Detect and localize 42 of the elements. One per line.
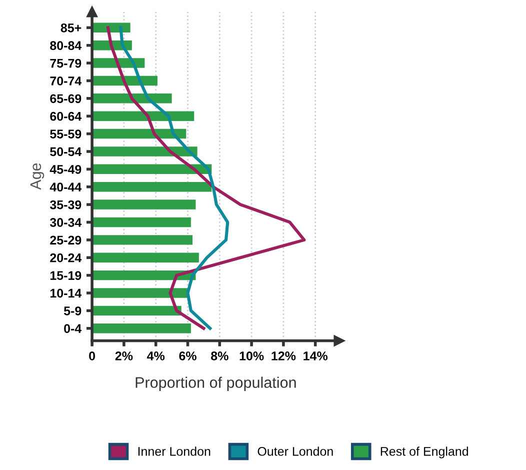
- y-tick-label: 50-54: [50, 147, 82, 156]
- y-tick-label: 10-14: [50, 288, 82, 298]
- x-tick-label: 8%: [211, 351, 228, 360]
- bar: [92, 217, 191, 228]
- y-tick-label: 20-24: [50, 253, 82, 262]
- x-tick-label: 0: [89, 351, 96, 360]
- bar: [92, 182, 212, 192]
- bar: [92, 306, 182, 316]
- bar: [92, 94, 172, 104]
- bar: [92, 111, 194, 121]
- bar: [92, 288, 188, 298]
- y-tick-label: 65-69: [50, 94, 82, 104]
- y-tick-label: 25-29: [50, 236, 82, 245]
- y-tick-label: 60-64: [50, 112, 82, 121]
- y-tick-label: 80-84: [50, 41, 82, 50]
- x-axis-title: Proportion of population: [136, 376, 296, 391]
- bar: [92, 146, 198, 156]
- y-tick-label: 40-44: [50, 182, 82, 192]
- bar: [92, 324, 191, 334]
- x-tick-label: 2%: [115, 351, 133, 360]
- bar: [92, 200, 196, 210]
- y-tick-label: 70-74: [50, 76, 82, 86]
- y-tick-label: 15-19: [50, 271, 82, 280]
- x-tick-label: 12%: [272, 351, 296, 360]
- y-tick-label: 75-79: [50, 58, 82, 68]
- x-tick-label: 6%: [179, 351, 196, 360]
- x-tick-label: 14%: [304, 352, 328, 360]
- x-tick-label: 10%: [240, 351, 264, 360]
- y-tick-label: 85+: [60, 23, 82, 32]
- legend-label: Rest of England: [380, 446, 468, 458]
- y-tick-label: 55-59: [50, 130, 82, 138]
- y-axis-title: Age: [30, 163, 44, 190]
- bar: [92, 235, 193, 245]
- bar: [92, 252, 199, 262]
- y-tick-label: 5-9: [64, 306, 82, 316]
- y-tick-label: 30-34: [50, 218, 82, 227]
- legend-label: Inner London: [138, 446, 210, 456]
- y-tick-label: 45-49: [50, 164, 82, 174]
- y-tick-label: 0-4: [64, 324, 82, 334]
- x-tick-label: 4%: [147, 352, 165, 360]
- y-tick-label: 35-39: [50, 200, 82, 210]
- legend-label: Outer London: [258, 446, 333, 456]
